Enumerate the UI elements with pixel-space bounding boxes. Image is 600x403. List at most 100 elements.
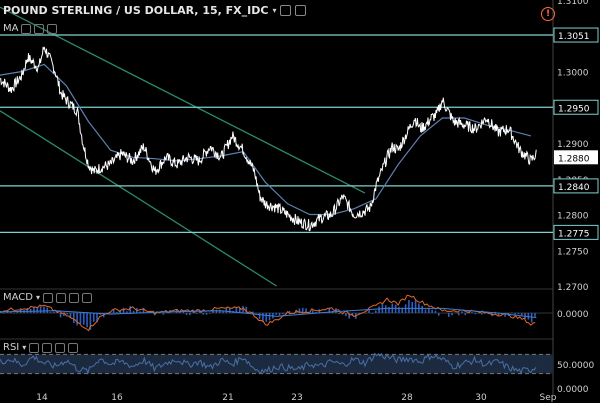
- grid-lines: [0, 0, 554, 395]
- macd-histogram-bar: [112, 309, 115, 313]
- macd-histogram-bar: [384, 305, 387, 313]
- macd-histogram-bar: [467, 311, 470, 313]
- macd-histogram-bar: [348, 313, 350, 319]
- macd-histogram-bar: [53, 311, 55, 313]
- macd-histogram-bar: [477, 313, 480, 314]
- horizontal-levels[interactable]: [0, 34, 553, 234]
- macd-histogram-bar: [46, 307, 49, 313]
- macd-histogram-bar: [33, 306, 35, 313]
- level-label: 1.2840: [558, 183, 590, 193]
- macd-histogram-bar: [122, 307, 125, 313]
- time-axis[interactable]: 14 16 21 23 28 30 Sep: [36, 393, 556, 403]
- level-label-box: [553, 27, 599, 43]
- settings-icon[interactable]: [42, 342, 53, 353]
- y-tick-label: 1.2700: [557, 283, 589, 293]
- macd-histogram-bar: [328, 307, 331, 313]
- price-axis[interactable]: 1.31001.30501.30001.29501.29001.28501.28…: [553, 0, 599, 395]
- macd-line: [0, 294, 536, 332]
- macd-histogram-bar: [252, 311, 254, 313]
- macd-histogram-bar: [414, 300, 417, 313]
- trend-line[interactable]: [0, 6, 366, 194]
- y-tick-label: 1.3000: [557, 69, 589, 79]
- macd-histogram-bar: [89, 313, 92, 330]
- macd-histogram-bar: [298, 308, 301, 313]
- macd-histogram-bar: [179, 311, 181, 313]
- macd-histogram-bar: [371, 313, 374, 314]
- symbol-title: POUND STERLING / US DOLLAR, 15, FX_IDC: [3, 4, 269, 17]
- macd-histogram-bar: [185, 313, 188, 315]
- macd-histogram-bar: [530, 313, 533, 323]
- macd-histogram-bar: [338, 313, 341, 315]
- x-tick-label: 14: [36, 393, 48, 403]
- macd-indicator-label[interactable]: MACD ▾: [3, 292, 92, 303]
- macd-histogram-bar: [119, 309, 122, 313]
- settings-icon[interactable]: [56, 292, 66, 303]
- macd-histogram-bar: [282, 313, 284, 315]
- trend-channel-lines[interactable]: [0, 6, 366, 287]
- macd-histogram-bar: [258, 313, 261, 319]
- more-icon[interactable]: [82, 292, 92, 303]
- macd-histogram-bar: [16, 311, 19, 313]
- macd-histogram-bar: [305, 308, 307, 313]
- x-tick-label: 21: [222, 393, 233, 403]
- macd-histogram-bar: [215, 309, 218, 313]
- macd-histogram-bar: [278, 313, 281, 316]
- macd-histogram-bar: [288, 310, 291, 313]
- y-tick-label: 1.2750: [557, 247, 589, 257]
- macd-histogram-bar: [212, 309, 214, 313]
- rsi-indicator-label[interactable]: RSI ▾: [3, 342, 79, 353]
- last-price-box: [554, 150, 598, 165]
- trend-line[interactable]: [0, 110, 277, 287]
- macd-histogram-bar: [205, 313, 208, 315]
- macd-histogram-bar: [268, 313, 271, 321]
- macd-histogram-bar: [301, 307, 304, 313]
- macd-histogram-bar: [222, 311, 224, 313]
- rsi-pane: [0, 352, 553, 375]
- symbol-header[interactable]: POUND STERLING / US DOLLAR, 15, FX_IDC ▾: [3, 4, 307, 17]
- macd-histogram-bar: [36, 306, 39, 313]
- settings-icon[interactable]: [280, 5, 292, 16]
- macd-histogram-bar: [514, 313, 516, 315]
- macd-histogram-bar: [209, 313, 211, 314]
- macd-histogram-bar: [195, 313, 198, 314]
- eye-icon[interactable]: [21, 23, 32, 34]
- close-icon[interactable]: [47, 23, 58, 34]
- macd-histogram-bar: [311, 310, 314, 313]
- exclamation-circle-icon[interactable]: !: [541, 7, 555, 21]
- macd-histogram-bar: [378, 306, 380, 313]
- macd-histogram-bar: [265, 313, 268, 322]
- macd-histogram-bar: [517, 313, 520, 315]
- ma-indicator-label[interactable]: MA: [3, 23, 58, 34]
- macd-histogram-bar: [451, 313, 453, 316]
- macd-histogram-bar: [471, 312, 473, 313]
- macd-histogram-bar: [461, 311, 463, 313]
- macd-histogram-bar: [434, 310, 437, 313]
- chevron-down-icon[interactable]: ▾: [22, 343, 27, 352]
- close-icon[interactable]: [69, 292, 79, 303]
- macd-histogram-bar: [447, 313, 450, 317]
- macd-pane: [0, 294, 553, 332]
- macd-histogram-bar: [139, 311, 141, 313]
- macd-histogram-bar: [26, 307, 29, 313]
- rsi-tick-label: 0.0000: [557, 385, 589, 395]
- price-line: [0, 46, 537, 232]
- level-label: 1.2950: [558, 104, 590, 114]
- eye-icon[interactable]: [43, 292, 53, 303]
- moving-average-series: [0, 63, 532, 216]
- eye-icon[interactable]: [29, 342, 40, 353]
- settings-icon[interactable]: [34, 23, 45, 34]
- macd-histogram-bar: [464, 313, 467, 316]
- macd-histogram-bar: [225, 308, 228, 313]
- price-series: [0, 46, 537, 232]
- close-icon[interactable]: [55, 342, 66, 353]
- chevron-down-icon[interactable]: ▾: [272, 6, 277, 15]
- more-icon[interactable]: [68, 342, 79, 353]
- chevron-down-icon[interactable]: ▾: [35, 293, 40, 302]
- macd-histogram-bar: [162, 313, 165, 315]
- macd-histogram-bar: [142, 307, 145, 313]
- macd-histogram-bar: [481, 313, 483, 315]
- level-label-box: [553, 178, 599, 194]
- hide-icon[interactable]: [295, 5, 307, 16]
